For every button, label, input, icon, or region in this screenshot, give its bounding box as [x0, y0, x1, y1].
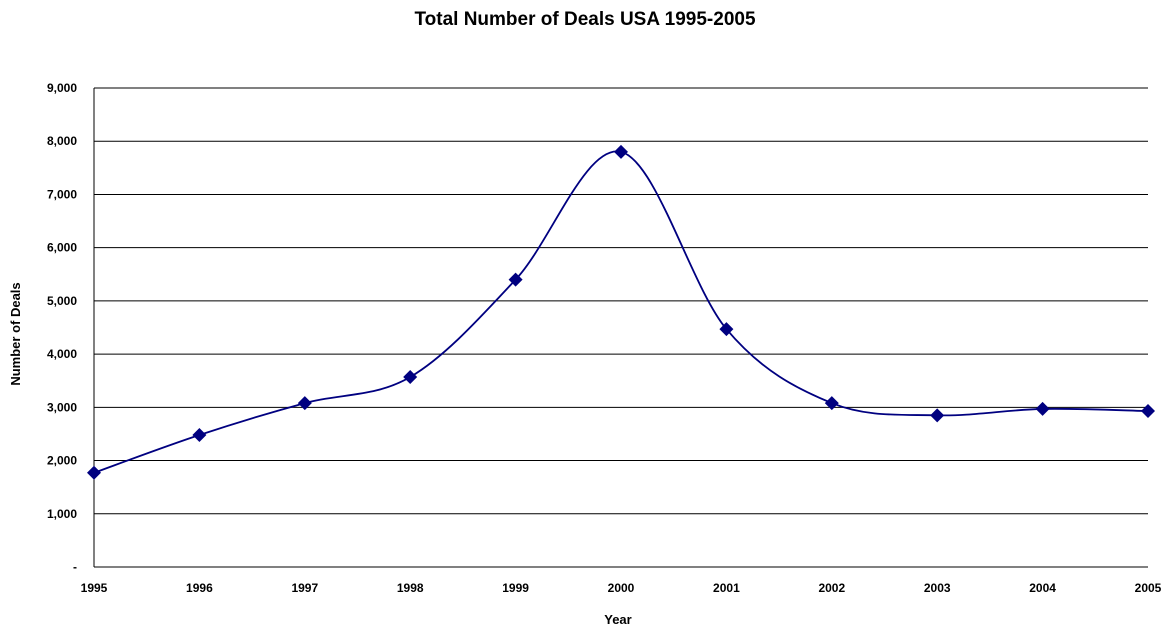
x-tick-label: 2002 [818, 581, 845, 595]
x-tick-label: 2000 [608, 581, 635, 595]
x-tick-label: 1996 [186, 581, 213, 595]
y-tick-label: 9,000 [47, 81, 77, 95]
y-tick-labels: - 1,000 2,000 3,000 4,000 5,000 6,000 7,000 8,00… [47, 81, 77, 574]
data-point-marker [87, 465, 101, 480]
y-axis-label: Number of Deals [8, 282, 23, 385]
y-tick-label: 7,000 [47, 187, 77, 201]
y-tick-label: - [73, 560, 77, 574]
data-markers [87, 144, 1155, 480]
data-point-marker [930, 408, 945, 423]
x-tick-label: 1999 [502, 581, 529, 595]
y-tick-label: 6,000 [47, 241, 77, 255]
x-tick-label: 2005 [1135, 581, 1162, 595]
x-tick-label: 1997 [291, 581, 318, 595]
x-tick-label: 2003 [924, 581, 951, 595]
axes [93, 88, 1148, 568]
data-point-marker [192, 428, 207, 443]
data-point-marker [1035, 401, 1050, 416]
x-tick-label: 2001 [713, 581, 740, 595]
y-tick-label: 5,000 [47, 294, 77, 308]
y-tick-label: 1,000 [47, 507, 77, 521]
y-tick-label: 4,000 [47, 347, 77, 361]
data-point-marker [403, 369, 418, 384]
series-path [93, 150, 1149, 474]
y-tick-label: 3,000 [47, 400, 77, 414]
data-point-marker [508, 272, 523, 287]
x-axis-label: Year [604, 612, 631, 627]
y-tick-label: 8,000 [47, 134, 77, 148]
x-tick-label: 1995 [81, 581, 108, 595]
y-gridlines [94, 87, 1148, 515]
chart-title: Total Number of Deals USA 1995-2005 [414, 9, 755, 30]
x-tick-labels: 1995 1996 1997 1998 1999 2000 2001 2002 2003 2004… [81, 581, 1162, 595]
x-tick-label: 2004 [1029, 581, 1056, 595]
data-point-marker [719, 322, 734, 337]
data-point-marker [297, 396, 312, 411]
y-tick-label: 2,000 [47, 454, 77, 468]
data-point-marker [1141, 404, 1155, 419]
data-point-marker [824, 396, 839, 411]
series-line [93, 150, 1149, 474]
x-tick-label: 1998 [397, 581, 424, 595]
data-point-marker [614, 144, 628, 159]
